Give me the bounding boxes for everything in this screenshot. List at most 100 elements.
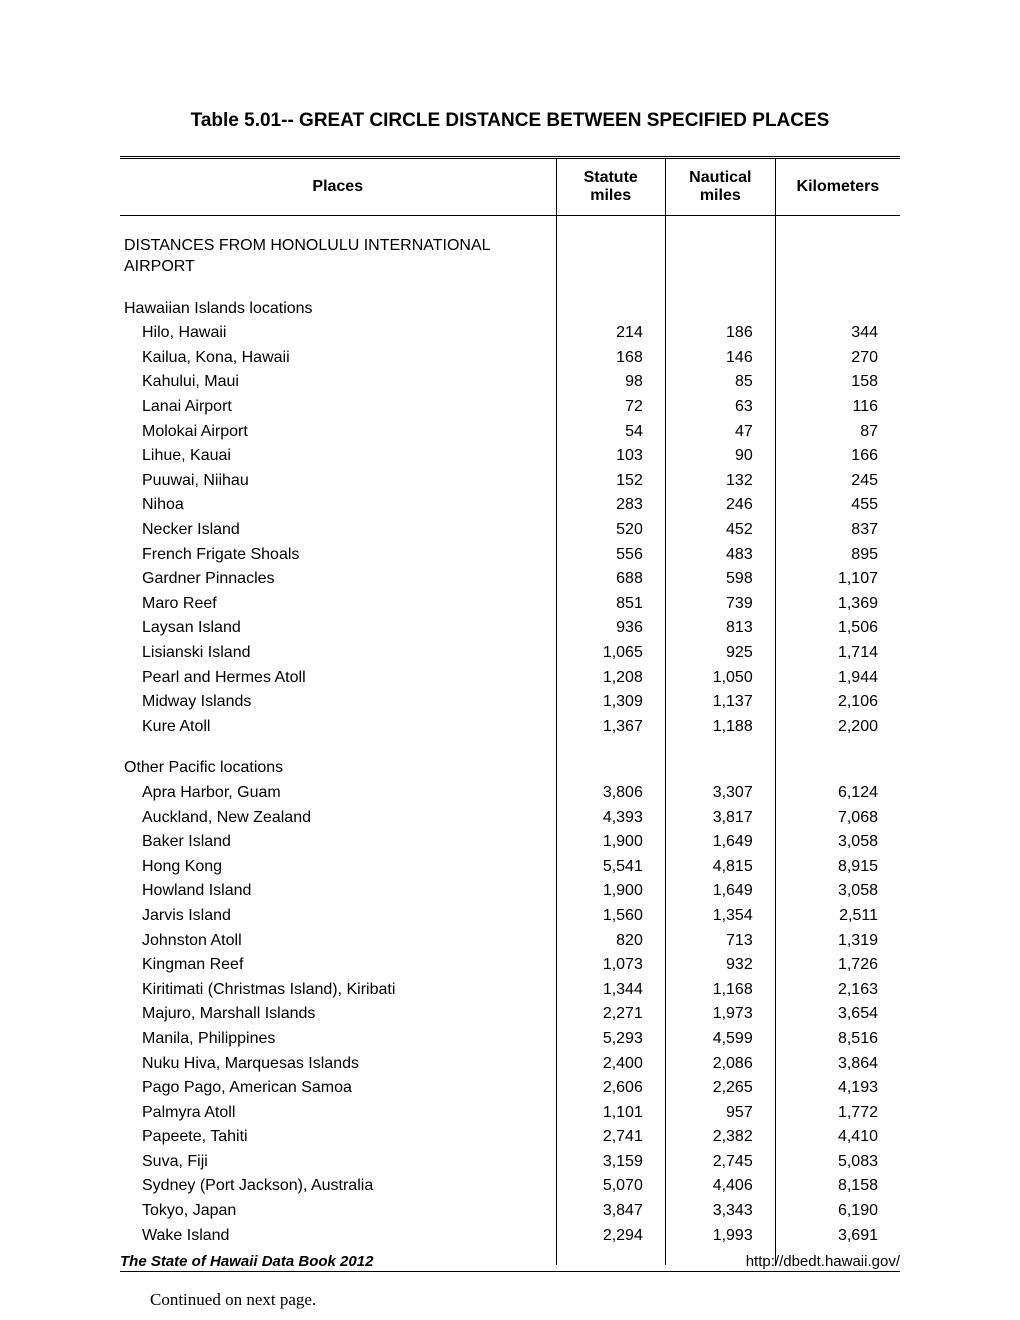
table-row: Hilo, Hawaii214186344 [120,321,900,346]
place-name: Kahului, Maui [120,370,556,395]
kilometers: 4,410 [775,1125,900,1150]
table-row: Baker Island1,9001,6493,058 [120,830,900,855]
nautical-miles: 1,137 [665,690,775,715]
statute-miles: 3,847 [556,1199,665,1224]
table-row: Wake Island2,2941,9933,691 [120,1223,900,1248]
nautical-miles: 925 [665,641,775,666]
nautical-miles: 813 [665,616,775,641]
continued-note: Continued on next page. [120,1290,900,1310]
place-name: Papeete, Tahiti [120,1125,556,1150]
nautical-miles: 3,343 [665,1199,775,1224]
place-name: Kure Atoll [120,714,556,739]
kilometers: 3,654 [775,1002,900,1027]
table-row: Puuwai, Niihau152132245 [120,468,900,493]
table-row: Lihue, Kauai10390166 [120,444,900,469]
kilometers: 2,163 [775,977,900,1002]
nautical-miles: 246 [665,493,775,518]
statute-miles: 1,065 [556,641,665,666]
table-row: Lisianski Island1,0659251,714 [120,641,900,666]
nautical-miles: 2,086 [665,1051,775,1076]
kilometers: 3,058 [775,879,900,904]
nautical-miles: 1,973 [665,1002,775,1027]
kilometers: 87 [775,419,900,444]
nautical-miles: 4,406 [665,1174,775,1199]
table-row: Kure Atoll1,3671,1882,200 [120,714,900,739]
statute-miles: 4,393 [556,805,665,830]
col-header-places: Places [120,158,556,216]
table-row: Palmyra Atoll1,1019571,772 [120,1100,900,1125]
statute-miles: 820 [556,928,665,953]
place-name: Sydney (Port Jackson), Australia [120,1174,556,1199]
place-name: Gardner Pinnacles [120,567,556,592]
statute-miles: 3,806 [556,780,665,805]
spacer-row [120,739,900,756]
table-row: Kahului, Maui9885158 [120,370,900,395]
table-row: Apra Harbor, Guam3,8063,3076,124 [120,780,900,805]
kilometers: 5,083 [775,1149,900,1174]
kilometers: 2,511 [775,903,900,928]
kilometers: 1,506 [775,616,900,641]
col-header-statute: Statutemiles [556,158,665,216]
place-name: Nihoa [120,493,556,518]
place-name: Kiritimati (Christmas Island), Kiribati [120,977,556,1002]
statute-miles: 1,208 [556,665,665,690]
place-name: Puuwai, Niihau [120,468,556,493]
nautical-miles: 2,382 [665,1125,775,1150]
place-name: Manila, Philippines [120,1026,556,1051]
table-row: Kailua, Kona, Hawaii168146270 [120,345,900,370]
table-row: Majuro, Marshall Islands2,2711,9733,654 [120,1002,900,1027]
statute-miles: 5,541 [556,854,665,879]
nautical-miles: 1,168 [665,977,775,1002]
table-row: Suva, Fiji3,1592,7455,083 [120,1149,900,1174]
table-row: Kiritimati (Christmas Island), Kiribati 1… [120,977,900,1002]
nautical-miles: 1,188 [665,714,775,739]
table-row: French Frigate Shoals556483895 [120,542,900,567]
statute-miles: 1,073 [556,953,665,978]
nautical-miles: 483 [665,542,775,567]
kilometers: 3,058 [775,830,900,855]
kilometers: 895 [775,542,900,567]
nautical-miles: 2,745 [665,1149,775,1174]
spacer-row [120,279,900,296]
kilometers: 1,944 [775,665,900,690]
kilometers: 158 [775,370,900,395]
nautical-miles: 3,307 [665,780,775,805]
statute-miles: 936 [556,616,665,641]
place-name: Molokai Airport [120,419,556,444]
place-name: Maro Reef [120,591,556,616]
kilometers: 116 [775,395,900,420]
table-row: Jarvis Island1,5601,3542,511 [120,903,900,928]
kilometers: 270 [775,345,900,370]
kilometers: 3,691 [775,1223,900,1248]
statute-miles: 1,309 [556,690,665,715]
footer-source: The State of Hawaii Data Book 2012 [120,1253,373,1270]
nautical-miles: 186 [665,321,775,346]
table-row: Hong Kong5,5414,8158,915 [120,854,900,879]
place-name: French Frigate Shoals [120,542,556,567]
place-name: Majuro, Marshall Islands [120,1002,556,1027]
kilometers: 6,190 [775,1199,900,1224]
nautical-miles: 2,265 [665,1076,775,1101]
col-header-nautical: Nauticalmiles [665,158,775,216]
place-name: Pearl and Hermes Atoll [120,665,556,690]
nautical-miles: 1,649 [665,830,775,855]
table-row: Pago Pago, American Samoa2,6062,2654,193 [120,1076,900,1101]
kilometers: 6,124 [775,780,900,805]
statute-miles: 152 [556,468,665,493]
place-name: Palmyra Atoll [120,1100,556,1125]
place-name: Wake Island [120,1223,556,1248]
nautical-miles: 47 [665,419,775,444]
kilometers: 8,158 [775,1174,900,1199]
statute-miles: 283 [556,493,665,518]
nautical-miles: 739 [665,591,775,616]
nautical-miles: 85 [665,370,775,395]
place-name: Hong Kong [120,854,556,879]
kilometers: 2,200 [775,714,900,739]
kilometers: 4,193 [775,1076,900,1101]
table-row: Kingman Reef1,0739321,726 [120,953,900,978]
table-row: Lanai Airport7263116 [120,395,900,420]
nautical-miles: 4,599 [665,1026,775,1051]
place-name: Lihue, Kauai [120,444,556,469]
place-name: Midway Islands [120,690,556,715]
statute-miles: 2,400 [556,1051,665,1076]
